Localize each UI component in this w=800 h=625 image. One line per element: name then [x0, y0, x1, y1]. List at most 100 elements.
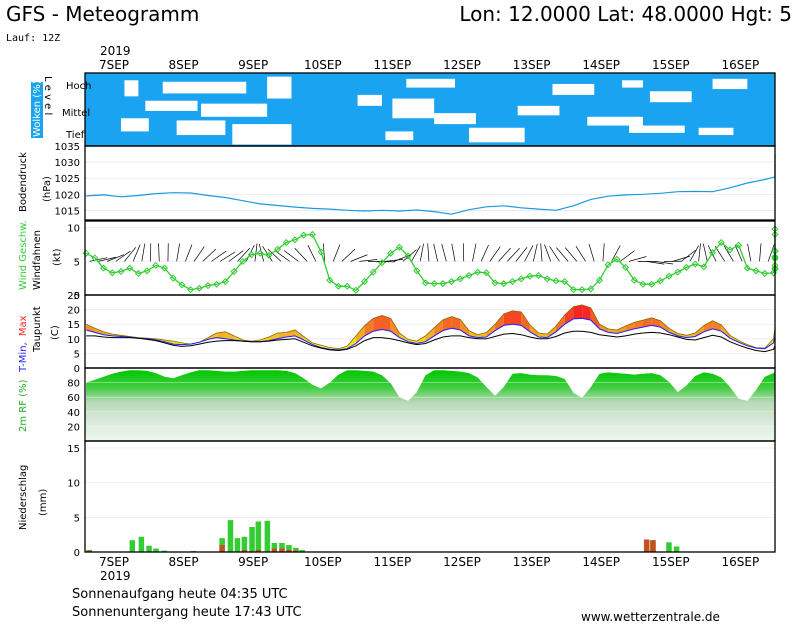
temperature-tick-label: 20 [67, 306, 80, 317]
precipitation-panel: 0 5 10 15 Niederschlag (mm) [18, 440, 776, 559]
wind-speed-point [508, 278, 516, 286]
wind-speed-point [213, 280, 221, 288]
wind-speed-point [771, 255, 779, 263]
wind-tick-label: 0 [74, 291, 80, 302]
temperature-range-segment [460, 319, 469, 336]
humidity-panel: 20 40 60 80 2m RF (%) [18, 367, 776, 442]
precipitation-bars [86, 520, 680, 552]
temperature-range-segment [486, 324, 496, 337]
wind-barb [544, 244, 552, 262]
t-min-line [86, 317, 776, 352]
wind-speed-point [430, 280, 438, 288]
temperature-range-segment [399, 333, 409, 342]
precipitation-total-bar [264, 520, 271, 552]
humidity-tick-labels: 20 40 60 80 [67, 379, 80, 434]
wind-barb [747, 243, 752, 262]
wind-barb [193, 246, 205, 262]
date-axis-top: 7SEP 8SEP 9SEP 10SEP 11SEP 12SEP 13SEP 14SEP 15S… [99, 58, 759, 72]
humidity-gridlines [85, 382, 775, 427]
date-label-top: 15SEP [652, 58, 690, 72]
wind-speed-point [639, 280, 647, 288]
wind-speed-point [482, 269, 490, 277]
meteogram-title: GFS - Meteogramm [6, 2, 200, 26]
temperature-range-segment [512, 310, 522, 326]
wind-speed-point [247, 251, 255, 259]
wind-speed-point [474, 268, 482, 276]
wind-speed-point [561, 278, 569, 286]
wind-speed-point [169, 274, 177, 282]
temperature-unit: (C) [50, 325, 61, 340]
wind-speed-point [369, 268, 377, 276]
wind-speed-point [604, 261, 612, 269]
wind-barb [759, 243, 762, 262]
wind-barb [106, 254, 124, 262]
wind-barb [540, 243, 543, 262]
date-label-bottom: 12SEP [443, 555, 481, 569]
cloud-clear-patch [406, 78, 456, 88]
precipitation-convective-bar [219, 545, 225, 552]
pressure-line [86, 153, 776, 215]
wind-speed-point [204, 282, 212, 290]
wind-speed-point [526, 272, 534, 280]
wind-barb [681, 250, 696, 262]
temperature-range-segment [382, 315, 391, 332]
cloud-level-vertical-label: L e v e l [42, 76, 53, 115]
cloud-clear-patch [145, 100, 198, 111]
cloud-level-high: Hoch [66, 81, 91, 92]
wind-speed-point [771, 265, 779, 273]
wind-speed-point [569, 286, 577, 294]
precipitation-convective-bar [279, 548, 285, 552]
cloud-clear-areas [120, 76, 748, 145]
source-credit[interactable]: www.wetterzentrale.de [581, 610, 720, 624]
temperature-range-segment [321, 345, 330, 350]
wind-barb [350, 254, 368, 262]
wind-barb [202, 248, 217, 262]
wind-speed-point [682, 263, 690, 271]
dewpoint-ylabel: Taupunkt [32, 306, 43, 353]
wind-speed-point [282, 238, 290, 247]
temperature-range-segment [547, 326, 556, 338]
temperature-range-segment [295, 330, 304, 340]
wind-barb [611, 245, 621, 262]
wind-speed-point [771, 225, 779, 233]
wind-barb [124, 247, 137, 262]
precipitation-convective-bar [293, 550, 299, 552]
cloud-clear-patch [622, 80, 643, 88]
precipitation-total-bar [146, 545, 152, 552]
wind-speed-point [656, 277, 664, 285]
temperature-range-segment [643, 317, 652, 328]
wind-speed-point [587, 285, 595, 293]
wind-speed-point [761, 269, 769, 278]
temperature-range-segment [573, 304, 583, 319]
wind-barb [283, 250, 299, 262]
wind-speed-point [387, 249, 395, 257]
date-label-top: 16SEP [722, 58, 760, 72]
wind-speed-point [771, 247, 779, 255]
wind-barb-ylabel: Windfahnen [32, 230, 43, 290]
precipitation-convective-bar [643, 539, 650, 552]
wind-speed-point [674, 268, 682, 276]
humidity-tick-label: 20 [67, 422, 80, 433]
humidity-ylabel: 2m RF (%) [18, 379, 29, 432]
cloud-clear-patch [176, 120, 226, 136]
wind-speed-point [91, 254, 99, 262]
temperature-range-segment [355, 325, 365, 344]
temperature-range-segment [94, 328, 104, 335]
wind-barb [472, 243, 477, 262]
temperature-tick-label: 10 [67, 335, 80, 346]
wind-barbs [89, 243, 776, 265]
temperature-tick-label: 0 [74, 364, 80, 375]
wind-barb [254, 243, 258, 262]
date-label-top: 8SEP [169, 58, 199, 72]
date-label-bottom: 16SEP [722, 555, 760, 569]
wind-barb [524, 245, 534, 262]
wind-barb [655, 261, 673, 265]
temperature-panel: 0 5 10 15 20 25 T-Min, Max Taupunkt (C) [18, 291, 776, 375]
date-label-bottom: 11SEP [374, 555, 412, 569]
date-label-bottom: 9SEP [238, 555, 268, 569]
wind-barb [515, 247, 528, 262]
wind-speed-point [100, 264, 108, 272]
wind-barb [646, 261, 665, 265]
wind-barb [506, 248, 520, 262]
